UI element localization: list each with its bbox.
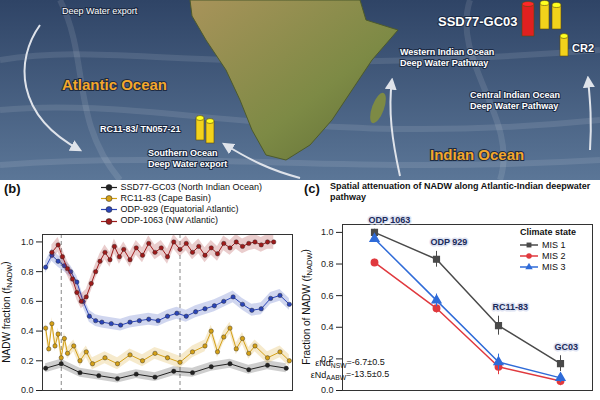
svg-text:RC11-83: RC11-83 [493,302,529,312]
svg-text:εNdAABW=-13.5±0.5: εNdAABW=-13.5±0.5 [311,369,390,381]
svg-text:Atlantic Ocean: Atlantic Ocean [62,76,167,93]
svg-text:0.8: 0.8 [321,259,334,269]
svg-text:0.0: 0.0 [321,385,334,395]
svg-text:GC03: GC03 [555,342,579,352]
svg-text:Western Indian OceanDeep Water: Western Indian OceanDeep Water Pathway [400,47,494,68]
svg-text:Climate state: Climate state [520,227,576,237]
html-text:ODP-929 (Equatorial Atlantic): ODP-929 (Equatorial Atlantic) [118,204,239,215]
svg-text:Fraction of NADW (fNADW): Fraction of NADW (fNADW) [300,249,314,365]
svg-text:SSD77-GC03: SSD77-GC03 [438,14,517,29]
svg-text:MIS 3: MIS 3 [542,262,566,272]
svg-text:NADW fraction (fNADW): NADW fraction (fNADW) [0,261,14,362]
svg-text:Central Indian OceanDeep Water: Central Indian OceanDeep Water Pathway [470,90,560,111]
svg-text:Deep Water export: Deep Water export [62,6,138,16]
svg-text:0.4: 0.4 [21,326,34,336]
html-text:(c): (c) [304,181,320,196]
svg-text:εNdNSW=-6.7±0.5: εNdNSW=-6.7±0.5 [315,357,385,369]
html-text:(b): (b) [4,181,21,196]
svg-text:MIS 2: MIS 2 [542,251,566,261]
html-text:ODP-1063 (NW Atlantic): ODP-1063 (NW Atlantic) [118,215,218,226]
svg-text:Indian Ocean: Indian Ocean [430,146,524,163]
html-text:RC11-83 (Cape Basin): RC11-83 (Cape Basin) [118,193,211,204]
svg-text:1.0: 1.0 [321,227,334,237]
svg-text:0.2: 0.2 [21,356,34,366]
svg-text:0.0: 0.0 [21,385,34,395]
html-text:SSD77-GC03 (North Indian Ocean: SSD77-GC03 (North Indian Ocean) [118,182,263,193]
svg-text:Southern OceanDeep Water expor: Southern OceanDeep Water export [148,148,227,169]
svg-text:0.8: 0.8 [21,267,34,277]
svg-text:CR2: CR2 [572,42,594,54]
svg-text:MIS 1: MIS 1 [542,240,566,250]
svg-text:1.0: 1.0 [21,237,34,247]
svg-text:0.6: 0.6 [21,296,34,306]
svg-text:ODP 1063: ODP 1063 [369,215,411,225]
svg-text:ODP 929: ODP 929 [431,237,468,247]
html-text:Spatial attenuation of NADW al: Spatial attenuation of NADW along Atlant… [330,181,591,202]
svg-text:0.6: 0.6 [321,291,334,301]
svg-text:0.4: 0.4 [321,322,334,332]
svg-text:RC11-83/ TN057-21: RC11-83/ TN057-21 [100,124,181,134]
